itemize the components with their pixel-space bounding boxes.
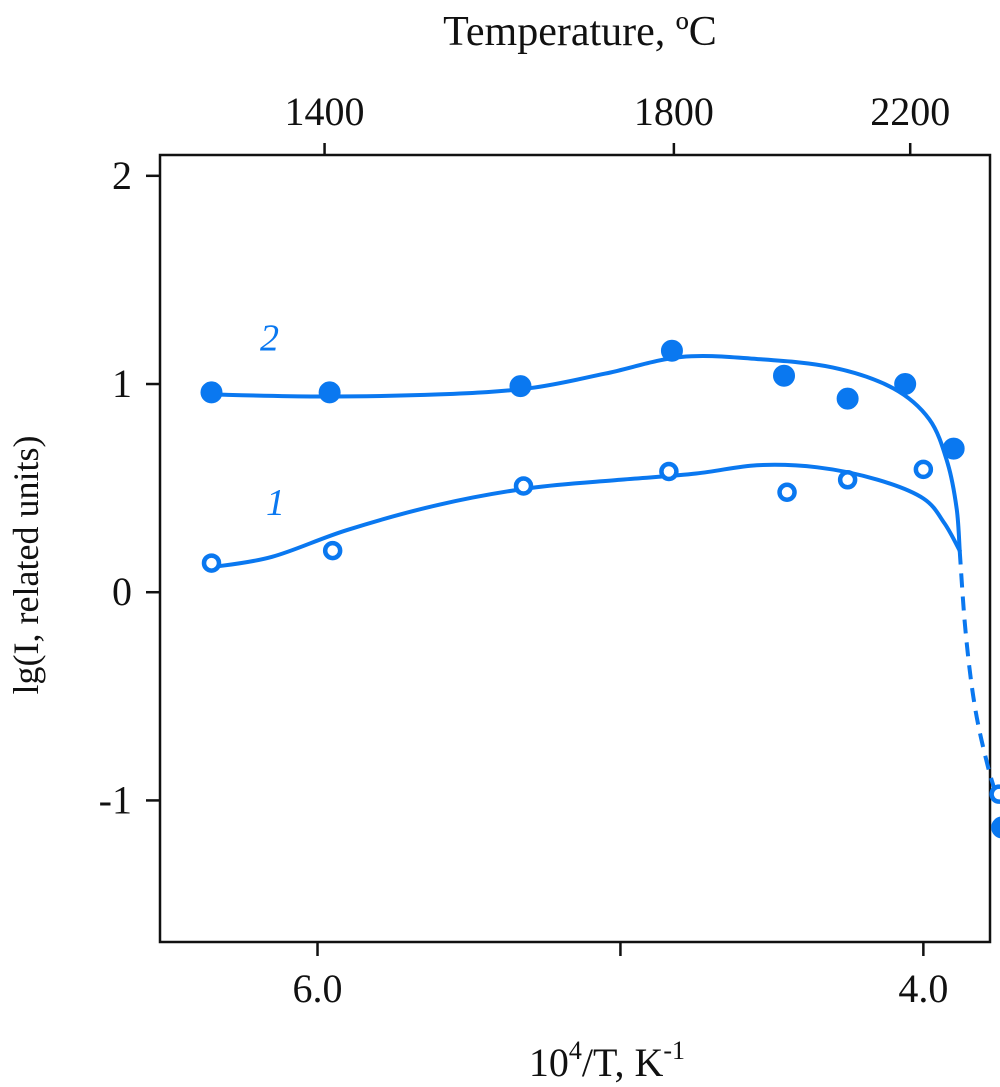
data-markers [200,339,1000,839]
data-point-filled [773,364,796,387]
data-point-filled [318,381,341,404]
x-tick-label: 6.0 [293,966,343,1011]
data-point-filled [894,373,917,396]
y-axis-title: lg(I, related units) [6,436,46,695]
data-point-open [201,553,222,573]
curve-label-1: 1 [266,482,285,524]
top-tick-label: 2200 [870,89,950,134]
y-tick-label: 1 [112,361,132,406]
data-point-open [322,540,343,561]
data-point-filled [200,381,223,404]
y-tick-label: -1 [99,777,132,822]
plot-frame [158,153,992,944]
x-tick-label: 4.0 [898,966,948,1011]
top-axis-title: Temperature, ºC [443,9,717,55]
top-tick-label: 1400 [285,89,365,134]
data-point-open [659,461,679,482]
data-point-open [777,482,797,503]
x-axis-title-base: 10 [529,1040,569,1085]
data-point-open [989,784,1000,804]
fit-curves [209,354,999,795]
x-axis-title: 104/T, K-1 [529,1036,685,1085]
data-point-filled [660,339,683,362]
data-point-open [913,459,934,480]
data-point-filled [991,816,1000,839]
data-point-filled [942,437,965,460]
data-point-open [837,470,858,490]
y-tick-label: 0 [112,569,132,614]
top-tick-label: 1800 [634,89,714,134]
curve-label-2: 2 [260,318,279,360]
x-axis-title-unit-exp: -1 [663,1036,685,1065]
data-point-filled [836,387,859,410]
x-axis-title-exp: 4 [569,1036,582,1065]
data-point-open [513,476,534,496]
y-tick-label: 2 [112,153,132,198]
x-axis-title-mid: /T, K [582,1040,664,1085]
extrapolation-curve [957,550,999,795]
data-point-filled [509,375,532,398]
curve-labels: 21 [260,318,285,524]
